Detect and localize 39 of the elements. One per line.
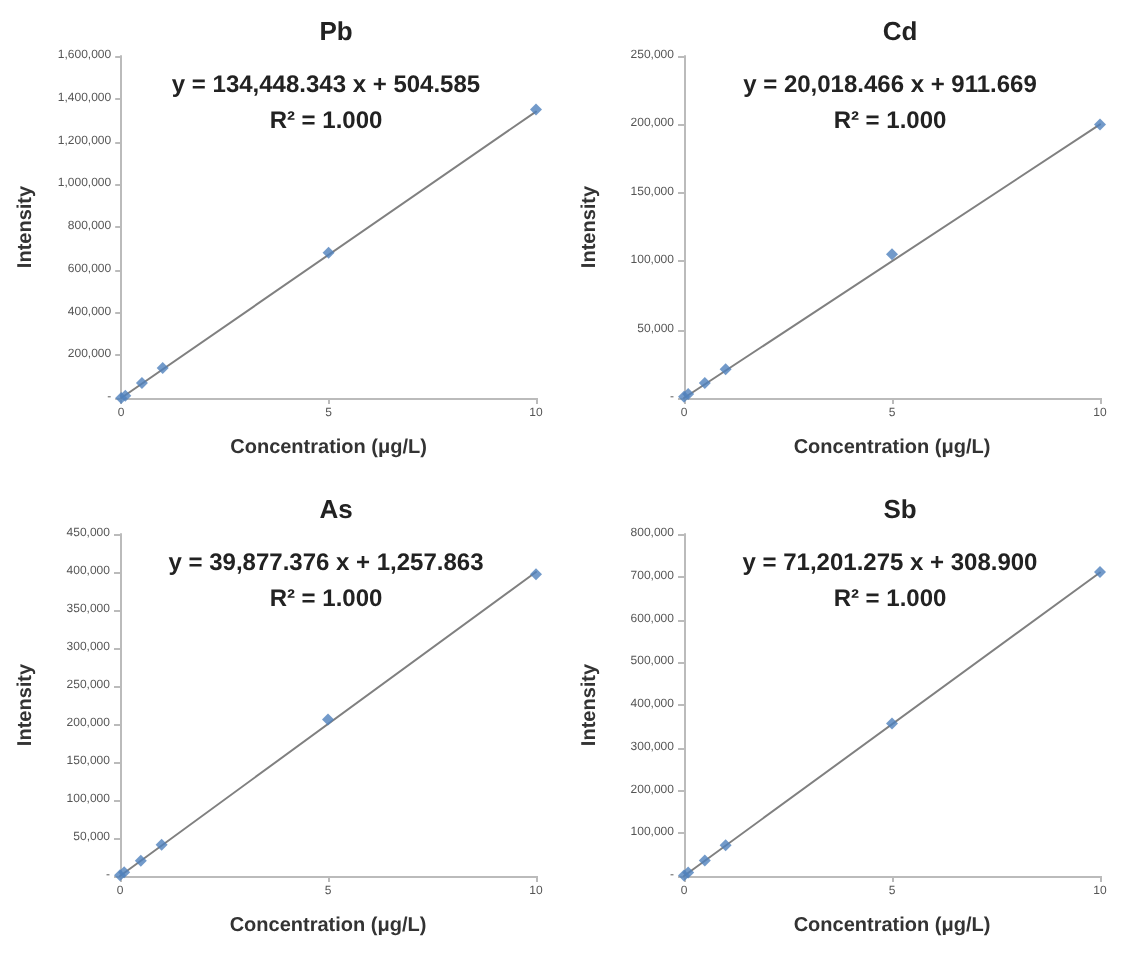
x-axis-title: Concentration (μg/L)	[230, 437, 427, 459]
chart-title: Cd	[882, 16, 918, 46]
point	[118, 866, 131, 879]
annotation: R² = 1.000	[833, 106, 948, 134]
y-axis-title: Intensity	[579, 663, 601, 747]
x-axis-title: Concentration (μg/L)	[793, 437, 991, 459]
point	[322, 713, 334, 726]
point	[682, 387, 695, 400]
point	[719, 363, 732, 376]
point	[682, 866, 695, 879]
annotation: R² = 1.000	[833, 584, 948, 612]
point	[530, 103, 542, 116]
y-axis-title: Intensity	[15, 663, 37, 747]
point	[886, 248, 898, 261]
point	[698, 376, 711, 389]
annotation: R² = 1.000	[269, 106, 384, 134]
annotation: y = 20,018.466 x + 911.669	[743, 70, 1038, 98]
chart-title: Pb	[319, 16, 353, 46]
point	[134, 854, 147, 867]
point	[322, 246, 335, 259]
chart-title: Sb	[883, 494, 917, 524]
point	[135, 377, 148, 390]
chart-title: As	[319, 494, 353, 524]
annotation: y = 134,448.343 x + 504.585	[171, 70, 481, 98]
point	[1094, 118, 1106, 131]
y-axis-title: Intensity	[579, 185, 601, 269]
point	[698, 854, 711, 867]
point	[1094, 566, 1106, 579]
point	[719, 839, 732, 852]
point	[886, 717, 898, 730]
point	[155, 838, 168, 851]
annotation: y = 39,877.376 x + 1,257.863	[168, 548, 485, 576]
x-axis-title: Concentration (μg/L)	[793, 915, 991, 937]
x-axis-title: Concentration (μg/L)	[229, 915, 427, 937]
annotation: R² = 1.000	[269, 584, 384, 612]
point	[530, 568, 542, 581]
y-axis-title: Intensity	[15, 185, 37, 269]
annotation: y = 71,201.275 x + 308.900	[742, 548, 1039, 576]
point	[156, 362, 169, 375]
